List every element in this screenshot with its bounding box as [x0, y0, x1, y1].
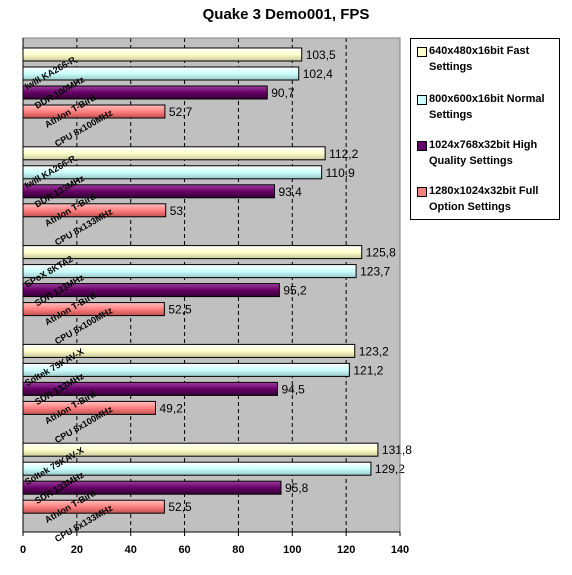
- data-label: 52,7: [169, 105, 193, 119]
- x-tick-label: 60: [178, 544, 190, 556]
- data-label: 52,5: [168, 500, 192, 514]
- bar: [22, 245, 363, 260]
- data-label: 102,4: [303, 67, 333, 81]
- data-label: 53: [170, 204, 184, 218]
- data-label: 49,2: [159, 401, 183, 415]
- legend-label: 1024x768x32bit High Quality Settings: [429, 139, 538, 167]
- data-label: 95,2: [283, 284, 307, 298]
- x-tick-label: 40: [125, 544, 137, 556]
- legend-label: 800x600x16bit Normal Settings: [429, 93, 545, 121]
- legend-swatch: [417, 47, 427, 57]
- data-label: 110,9: [326, 166, 355, 180]
- data-label: 112,2: [329, 147, 358, 161]
- chart-title: Quake 3 Demo001, FPS: [202, 6, 370, 23]
- data-label: 90,7: [271, 86, 295, 100]
- legend: 640x480x16bit Fast Settings 800x600x16bi…: [410, 38, 560, 220]
- data-label: 121,2: [353, 363, 383, 377]
- data-label: 131,8: [382, 443, 412, 457]
- data-label: 103,5: [306, 48, 336, 62]
- legend-label: 640x480x16bit Fast Settings: [429, 45, 530, 73]
- x-tick-label: 140: [391, 544, 409, 556]
- bar: [22, 362, 350, 377]
- data-label: 123,2: [359, 344, 389, 358]
- legend-label: 1280x1024x32bit Full Option Settings: [429, 185, 539, 213]
- x-tick-label: 100: [283, 544, 301, 556]
- legend-swatch: [417, 95, 427, 105]
- x-tick-label: 20: [71, 544, 83, 556]
- x-tick-label: 120: [337, 544, 355, 556]
- data-label: 125,8: [366, 246, 396, 260]
- data-label: 123,7: [360, 265, 390, 279]
- legend-swatch: [417, 187, 427, 197]
- data-label: 93,4: [279, 185, 303, 199]
- legend-swatch: [417, 141, 427, 151]
- x-tick-label: 0: [20, 544, 26, 556]
- bar: [22, 165, 323, 180]
- data-label: 95,8: [285, 481, 309, 495]
- x-tick-label: 80: [232, 544, 244, 556]
- data-label: 94,5: [281, 382, 305, 396]
- data-label: 52,5: [168, 303, 192, 317]
- data-label: 129,2: [375, 462, 405, 476]
